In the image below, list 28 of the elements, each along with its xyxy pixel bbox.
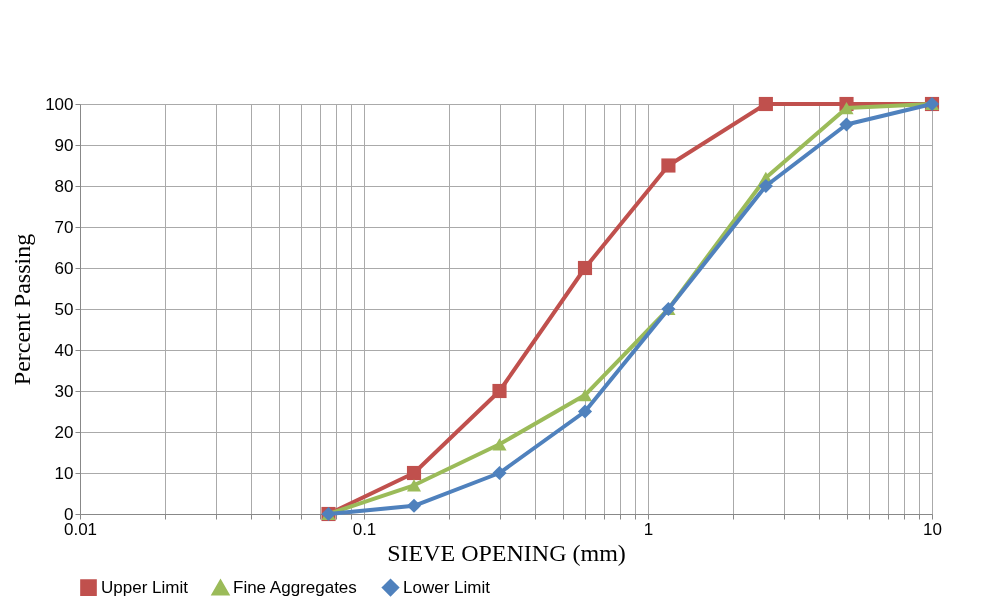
y-tick-label: 30 bbox=[54, 381, 74, 401]
point bbox=[406, 479, 422, 492]
point bbox=[492, 465, 507, 481]
y-tick-label: 10 bbox=[54, 463, 74, 483]
x-axis-title: SIEVE OPENING (mm) bbox=[387, 539, 626, 566]
y-tick-label: 40 bbox=[54, 340, 74, 360]
y-tick-label: 50 bbox=[54, 299, 74, 319]
point bbox=[406, 498, 422, 513]
legend-label: Lower Limit bbox=[403, 577, 491, 597]
y-tick-label: 90 bbox=[54, 135, 74, 155]
y-tick-label: 20 bbox=[54, 422, 74, 442]
y-tick-label: 70 bbox=[54, 217, 74, 237]
x-tick-label: 1 bbox=[643, 519, 654, 539]
legend-label: Fine Aggregates bbox=[233, 578, 357, 598]
point bbox=[406, 465, 422, 481]
point bbox=[577, 388, 593, 402]
x-tick-label: 10 bbox=[923, 519, 942, 539]
point bbox=[839, 117, 854, 132]
point bbox=[577, 260, 593, 276]
point bbox=[492, 383, 507, 399]
legend-label: Upper Limit bbox=[101, 577, 189, 597]
point bbox=[492, 438, 507, 451]
x-tick-label: 0.1 bbox=[352, 519, 377, 539]
y-tick-label: 80 bbox=[54, 176, 74, 196]
y-tick-label: 60 bbox=[54, 258, 74, 278]
y-axis-title: Percent Passing bbox=[9, 233, 36, 386]
point bbox=[577, 404, 593, 419]
y-tick-label: 100 bbox=[45, 94, 74, 114]
